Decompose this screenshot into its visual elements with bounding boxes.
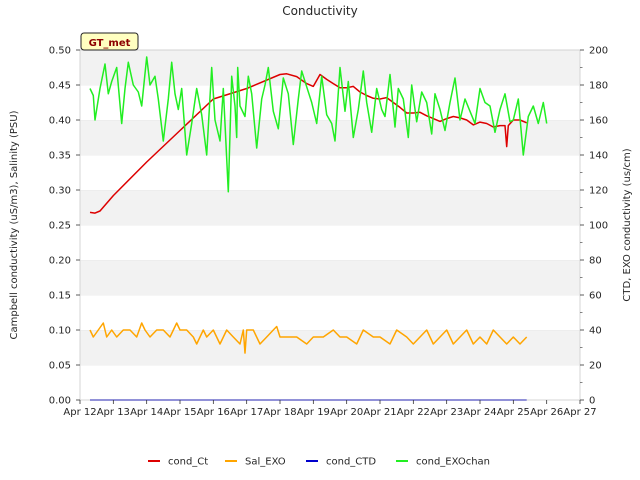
x-tick-label: Apr 22	[397, 407, 430, 418]
y-left-tick-label: 0.45	[49, 81, 71, 92]
grid-band	[80, 190, 580, 225]
y-axis-left-title: Campbell conductivity (uS/m3), Salinity …	[9, 110, 20, 339]
legend-label-cond_CTD: cond_CTD	[326, 457, 376, 468]
series-line-Sal_EXO	[89, 322, 528, 354]
x-tick-label: Apr 26	[530, 407, 563, 418]
x-tick-label: Apr 19	[297, 407, 330, 418]
y-axis-right: 0 20 40 60 80 100 120 140 160 180 200	[580, 46, 608, 407]
x-tick-label: Apr 27	[563, 407, 596, 418]
y-left-tick-label: 0.35	[49, 151, 71, 162]
site-badge-label: GT_met	[89, 38, 131, 49]
x-axis: Apr 12 Apr 13 Apr 14 Apr 15 Apr 16 Apr 17 Apr …	[63, 400, 597, 418]
y-right-tick-label: 160	[589, 116, 608, 127]
chart-title: Conductivity	[282, 4, 357, 18]
x-tick-label: Apr 16	[197, 407, 230, 418]
series-line-cond_EXOchan	[89, 56, 548, 193]
y-right-tick-label: 140	[589, 151, 608, 162]
y-left-tick-label: 0.40	[49, 116, 71, 127]
plot-background-bands	[80, 49, 580, 400]
legend-label-Sal_EXO: Sal_EXO	[245, 457, 286, 468]
y-axis-right-title: CTD, EXO conductivity (us/cm)	[622, 148, 633, 301]
y-left-tick-label: 0.20	[49, 256, 71, 267]
y-left-tick-label: 0.00	[49, 396, 71, 407]
x-tick-label: Apr 20	[330, 407, 363, 418]
y-left-tick-label: 0.15	[49, 291, 71, 302]
y-right-tick-label: 200	[589, 46, 608, 57]
y-left-tick-label: 0.25	[49, 221, 71, 232]
y-right-tick-label: 20	[589, 361, 602, 372]
y-right-tick-label: 100	[589, 221, 608, 232]
grid-band	[80, 260, 580, 295]
x-tick-label: Apr 24	[463, 407, 496, 418]
y-axis-left: 0.00 0.05 0.10 0.15 0.20 0.25 0.30 0.35 0.40 0.45…	[49, 46, 80, 407]
x-tick-label: Apr 25	[497, 407, 530, 418]
y-left-tick-label: 0.10	[49, 326, 71, 337]
y-right-tick-label: 120	[589, 186, 608, 197]
grid-band	[80, 365, 580, 400]
y-right-tick-label: 0	[589, 396, 595, 407]
legend: cond_Ct Sal_EXO cond_CTD cond_EXOchan	[148, 457, 490, 468]
grid-band	[80, 225, 580, 260]
y-right-tick-label: 180	[589, 81, 608, 92]
y-left-tick-label: 0.30	[49, 186, 71, 197]
site-badge: GT_met	[80, 32, 139, 51]
legend-label-cond_Ct: cond_Ct	[168, 457, 208, 468]
grid-band	[80, 85, 580, 120]
x-tick-label: Apr 17	[230, 407, 263, 418]
y-right-tick-label: 80	[589, 256, 602, 267]
y-left-tick-label: 0.50	[49, 46, 71, 57]
y-right-tick-label: 40	[589, 326, 602, 337]
y-right-tick-label: 60	[589, 291, 602, 302]
legend-label-cond_EXOchan: cond_EXOchan	[416, 457, 490, 468]
grid-band	[80, 330, 580, 365]
y-left-tick-label: 0.05	[49, 361, 71, 372]
x-tick-label: Apr 13	[97, 407, 130, 418]
x-tick-label: Apr 15	[163, 407, 196, 418]
grid-band	[80, 295, 580, 330]
grid-band	[80, 155, 580, 190]
x-tick-label: Apr 23	[430, 407, 463, 418]
grid-band	[80, 50, 580, 85]
x-tick-label: Apr 21	[363, 407, 396, 418]
x-tick-label: Apr 12	[63, 407, 96, 418]
x-tick-label: Apr 14	[130, 407, 163, 418]
x-tick-label: Apr 18	[263, 407, 296, 418]
site-badge-box	[80, 32, 139, 51]
